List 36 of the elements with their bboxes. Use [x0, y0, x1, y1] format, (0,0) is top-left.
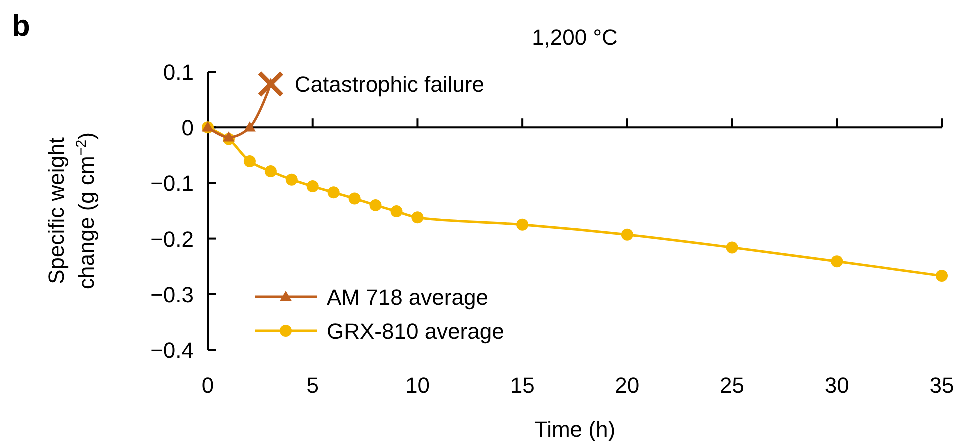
point	[286, 174, 298, 186]
annotation: Catastrophic failure	[294, 72, 484, 98]
x-tick-label: 15	[510, 373, 535, 398]
point	[831, 256, 844, 268]
chart-title: 1,200 °C	[532, 25, 618, 50]
legend-label: GRX-810 average	[327, 319, 504, 344]
x-tick-label: 25	[720, 373, 745, 398]
x-tick-label: 30	[824, 373, 850, 398]
text: b	[12, 10, 30, 43]
x-axis-title: Time (h)	[534, 417, 616, 442]
point	[306, 180, 319, 193]
y-tick-label: −0.2	[150, 226, 194, 252]
point	[264, 166, 277, 178]
y-tick-label: 0	[182, 116, 194, 141]
point	[328, 186, 340, 199]
point	[370, 199, 382, 212]
x-tick-label: 0	[202, 373, 214, 398]
y-tick-label: −0.4	[150, 338, 194, 363]
point	[412, 212, 424, 224]
point	[621, 228, 634, 241]
y-tick-label: 0.1	[163, 60, 194, 85]
x-tick-label: 5	[306, 373, 319, 398]
y-tick-label: −0.3	[150, 282, 194, 308]
point	[222, 132, 235, 142]
point	[726, 242, 738, 254]
point	[244, 156, 256, 168]
x-tick-label: 35	[930, 373, 954, 398]
point	[348, 192, 361, 205]
point	[390, 206, 403, 218]
point	[244, 122, 256, 132]
x-tick-label: 10	[405, 373, 430, 398]
point	[516, 218, 529, 231]
point	[936, 270, 948, 282]
legend-label: AM 718 average	[327, 285, 488, 310]
y-tick-label: −0.1	[150, 171, 194, 196]
x-tick-label: 20	[615, 373, 640, 398]
